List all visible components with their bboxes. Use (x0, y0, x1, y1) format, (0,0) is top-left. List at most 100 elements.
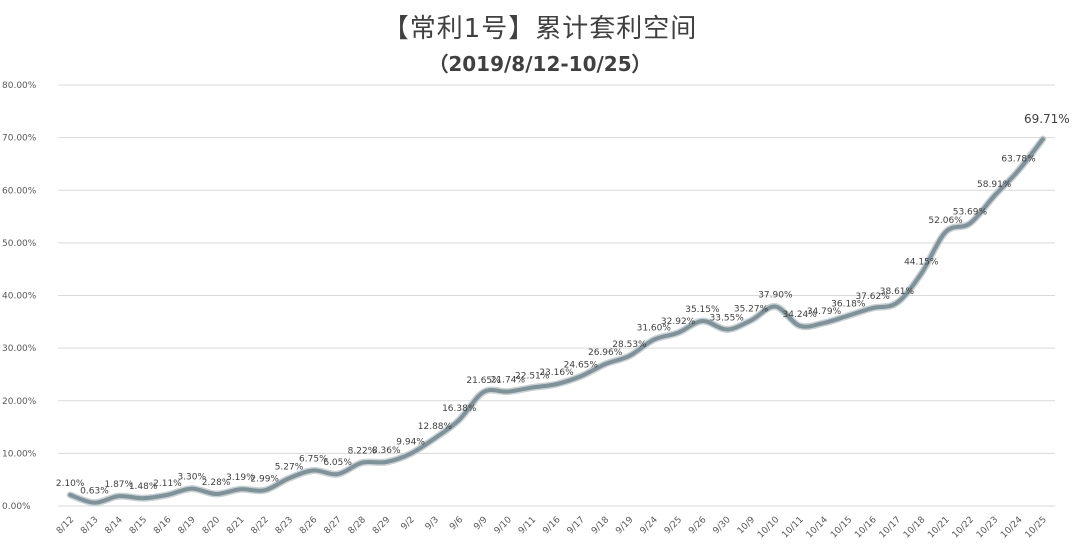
data-point (700, 319, 704, 323)
x-tick-label: 10/15 (829, 515, 854, 540)
data-point (141, 496, 145, 500)
x-tick-label: 9/25 (663, 515, 684, 536)
x-tick-label: 9/30 (711, 515, 733, 537)
data-point (968, 221, 972, 225)
data-point (287, 476, 291, 480)
data-label: 1.48% (129, 482, 158, 492)
x-tick-label: 9/9 (472, 515, 490, 533)
chart-subtitle: （2019/8/12-10/25） (428, 52, 652, 76)
data-label: 31.60% (637, 324, 672, 334)
data-label: 1.87% (104, 480, 133, 490)
x-tick-label: 9/11 (517, 515, 538, 536)
x-tick-label: 10/22 (951, 515, 976, 540)
data-label: 34.79% (807, 307, 842, 317)
data-point (92, 501, 96, 505)
data-label: 8.36% (372, 446, 401, 456)
y-axis: 0.00% 10.00% 20.00% 30.00% 40.00% 50.00% 60.00… (2, 81, 37, 512)
x-tick-label: 10/21 (926, 515, 951, 540)
data-point (457, 418, 461, 422)
data-label: 69.71% (1024, 112, 1070, 126)
data-label: 2.99% (250, 474, 279, 484)
data-point (749, 318, 753, 322)
y-tick-label: 50.00% (2, 239, 37, 249)
data-point (117, 494, 121, 498)
x-tick-label: 9/17 (566, 515, 587, 536)
x-tick-label: 8/13 (79, 515, 100, 536)
data-label: 35.15% (685, 305, 720, 315)
x-tick-label: 8/23 (274, 515, 295, 536)
data-label: 2.11% (153, 479, 182, 489)
chart-title: 【常利1号】累计套利空间 (382, 14, 698, 44)
x-tick-label: 10/14 (805, 515, 831, 541)
x-tick-label: 8/15 (128, 515, 149, 536)
data-label: 3.19% (226, 473, 255, 483)
data-label: 16.38% (442, 404, 477, 414)
data-label: 36.18% (831, 300, 866, 310)
series-line-shadow (66, 135, 1047, 507)
data-point (165, 493, 169, 497)
data-point (506, 390, 510, 394)
x-tick-label: 9/10 (493, 515, 515, 537)
data-label: 26.96% (588, 348, 623, 358)
data-label: 35.27% (734, 304, 769, 314)
x-tick-label: 10/23 (975, 515, 1000, 540)
data-point (433, 436, 437, 440)
data-label: 9.94% (396, 438, 425, 448)
data-point (263, 488, 267, 492)
data-label: 6.75% (299, 454, 328, 464)
data-label: 37.62% (855, 292, 890, 302)
data-point (530, 386, 534, 390)
data-label: 33.55% (710, 313, 745, 323)
data-point (68, 493, 72, 497)
data-point (238, 487, 242, 491)
data-point (822, 321, 826, 325)
data-point (725, 327, 729, 331)
x-tick-label: 9/18 (590, 515, 612, 537)
data-label: 63.78% (1001, 154, 1036, 164)
x-tick-label: 8/27 (322, 515, 343, 536)
x-tick-label: 10/16 (853, 515, 879, 541)
x-tick-label: 8/29 (371, 515, 393, 537)
x-tick-label: 9/26 (687, 515, 709, 537)
x-tick-label: 8/22 (249, 515, 270, 536)
data-label: 0.63% (80, 487, 109, 497)
x-tick-label: 10/10 (756, 515, 782, 541)
data-point (360, 461, 364, 465)
data-label: 2.10% (56, 479, 85, 489)
y-tick-label: 10.00% (2, 449, 37, 459)
x-tick-label: 8/19 (176, 515, 198, 537)
data-point (627, 354, 631, 358)
x-tick-label: 10/9 (736, 515, 758, 537)
data-label: 5.27% (275, 462, 304, 472)
x-tick-label: 10/11 (780, 515, 805, 540)
data-point (409, 452, 413, 456)
x-tick-label: 10/17 (878, 515, 903, 540)
x-tick-label: 8/12 (55, 515, 76, 536)
data-label: 6.05% (323, 458, 352, 468)
data-label: 8.22% (348, 447, 377, 457)
x-tick-label: 9/6 (448, 515, 466, 533)
data-label: 12.88% (418, 422, 453, 432)
data-label: 52.06% (928, 216, 963, 226)
series-line (66, 135, 1047, 507)
data-label: 23.16% (539, 368, 574, 378)
data-point (311, 468, 315, 472)
data-label: 24.65% (564, 360, 599, 370)
y-tick-label: 30.00% (2, 344, 37, 354)
x-tick-label: 10/24 (999, 515, 1025, 541)
x-tick-label: 8/20 (201, 515, 223, 537)
x-tick-label: 8/14 (104, 515, 126, 537)
x-tick-label: 9/3 (424, 515, 441, 532)
data-label: 53.69% (953, 207, 988, 217)
data-point (992, 194, 996, 198)
data-label: 32.92% (661, 317, 696, 327)
y-tick-label: 0.00% (2, 502, 31, 512)
y-tick-label: 70.00% (2, 134, 37, 144)
data-point (944, 230, 948, 234)
y-tick-label: 20.00% (2, 397, 37, 407)
x-tick-label: 9/24 (639, 515, 661, 537)
gridlines (58, 84, 1055, 507)
x-tick-label: 10/25 (1024, 515, 1049, 540)
y-tick-label: 80.00% (2, 81, 37, 91)
